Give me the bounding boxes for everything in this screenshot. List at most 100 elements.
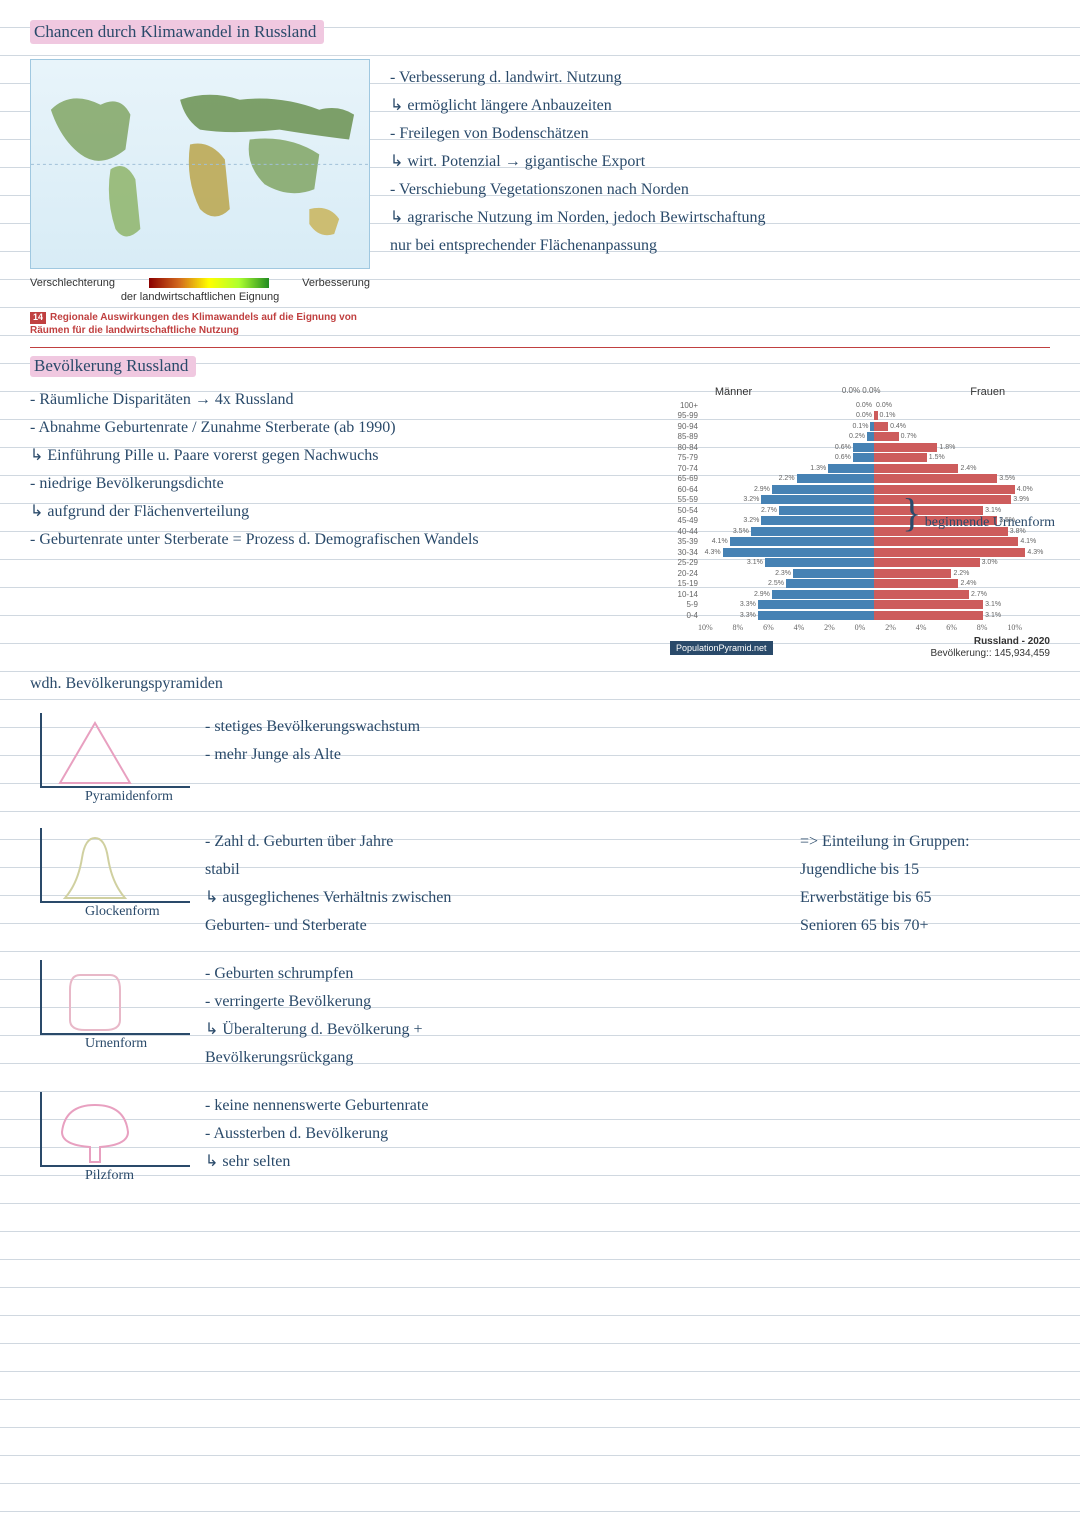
pyramid-row: 20-242.3%2.2%: [670, 568, 1050, 579]
age-label: 80-84: [670, 443, 698, 452]
shape-diagram: Pilzform: [30, 1092, 190, 1182]
pyramid-annotation: } beginnende Urnenform: [902, 501, 1055, 531]
age-label: 35-39: [670, 537, 698, 546]
age-label: 5-9: [670, 600, 698, 609]
pyramid-shapes-section: Pyramidenform - stetiges Bevölkerungswach…: [30, 713, 1050, 1187]
shape-diagram: Pyramidenform: [30, 713, 190, 803]
note-line: - Freilegen von Bodenschätzen: [390, 120, 1050, 148]
note-line: - verringerte Bevölkerung: [205, 988, 1050, 1016]
note-line: - keine nennenswerte Geburtenrate: [205, 1092, 1050, 1120]
bar-area: 2.9%4.0%: [698, 485, 1050, 494]
bar-female: [874, 611, 983, 620]
pyramid-row: 95-990.0%0.1%: [670, 411, 1050, 422]
bar-area: 2.3%2.2%: [698, 569, 1050, 578]
note-line: ↳ aufgrund der Flächenverteilung: [30, 498, 655, 526]
bar-female: [874, 537, 1018, 546]
bar-female: [874, 558, 980, 567]
pct-male: 2.9%: [754, 486, 770, 493]
pct-female: 0.1%: [880, 412, 896, 419]
bar-area: 1.3% 2.4%: [698, 464, 1050, 473]
pct-female: 1.8%: [939, 444, 955, 451]
section-divider: [30, 347, 1050, 348]
bar-female: [874, 411, 878, 420]
age-label: 15-19: [670, 579, 698, 588]
pct-male: 0.6%: [835, 444, 851, 451]
caption-text: Regionale Auswirkungen des Klimawandels …: [30, 312, 357, 336]
bar-female: [874, 422, 888, 431]
pct-male: 2.5%: [768, 580, 784, 587]
title-section-1: Chancen durch Klimawandel in Russland: [30, 20, 1050, 44]
shapes-title: wdh. Bevölkerungspyramiden: [30, 670, 1050, 698]
pct-male: 3.2%: [743, 517, 759, 524]
age-label: 100+: [670, 401, 698, 410]
pyramid-row: 90-940.1%0.4%: [670, 421, 1050, 432]
side-line: Erwerbstätige bis 65: [800, 884, 1050, 912]
bar-male: [828, 464, 874, 473]
section-population: - Räumliche Disparitäten → 4x Russland- …: [30, 386, 1050, 660]
bar-female: [874, 474, 997, 483]
note-line: Geburten- und Sterberate: [205, 912, 785, 940]
header-female: Frauen: [970, 386, 1005, 398]
bar-female: [874, 548, 1025, 557]
bar-male: [761, 495, 874, 504]
pct-male: 2.9%: [754, 591, 770, 598]
pyramid-row: 35-394.1%4.1%: [670, 537, 1050, 548]
age-label: 0-4: [670, 611, 698, 620]
bar-female: [874, 590, 969, 599]
pct-female: 0.0%: [876, 402, 892, 409]
pyramid-row: 80-84 0.6% 1.8%: [670, 442, 1050, 453]
age-label: 20-24: [670, 569, 698, 578]
age-label: 30-34: [670, 548, 698, 557]
pyramid-population: Bevölkerung:: 145,934,459: [930, 648, 1050, 660]
legend-right-label: Verbesserung: [302, 277, 370, 289]
shape-label: Pilzform: [85, 1168, 134, 1184]
pyramid-row: 65-692.2%3.5%: [670, 474, 1050, 485]
climate-notes: - Verbesserung d. landwirt. Nutzung↳ erm…: [390, 59, 1050, 337]
header-male: Männer: [715, 386, 752, 398]
bar-male: [758, 600, 874, 609]
legend-subtitle: der landwirtschaftlichen Eignung: [30, 291, 370, 303]
pct-male: 1.3%: [810, 465, 826, 472]
annotation-text: beginnende Urnenform: [925, 515, 1055, 530]
pyramid-row: 25-293.1%3.0%: [670, 558, 1050, 569]
bar-area: 2.2%3.5%: [698, 474, 1050, 483]
pct-female: 2.4%: [960, 465, 976, 472]
bar-female: [874, 600, 983, 609]
shape-row: Glockenform- Zahl d. Geburten über Jahre…: [30, 828, 1050, 940]
bar-area: 4.3%4.3%: [698, 548, 1050, 557]
pct-female: 4.1%: [1020, 538, 1036, 545]
note-line: ↳ Überalterung d. Bevölkerung +: [205, 1016, 1050, 1044]
pct-male: 4.3%: [705, 549, 721, 556]
bar-area: 0.1%0.4%: [698, 422, 1050, 431]
bar-female: [874, 485, 1015, 494]
pyramid-footer: PopulationPyramid.net Russland - 2020 Be…: [670, 636, 1050, 660]
note-line: nur bei entsprechender Flächenanpassung: [390, 232, 1050, 260]
bar-male: [853, 443, 874, 452]
age-label: 45-49: [670, 516, 698, 525]
pyramid-info: Russland - 2020 Bevölkerung:: 145,934,45…: [930, 636, 1050, 660]
pct-female: 0.7%: [901, 433, 917, 440]
xtick: 10%: [698, 623, 713, 632]
pct-male: 3.2%: [743, 496, 759, 503]
shape-row: Pilzform - keine nennenswerte Geburtenrat…: [30, 1092, 1050, 1187]
bar-female: [874, 464, 958, 473]
bar-area: 3.3%3.1%: [698, 600, 1050, 609]
pyramid-row: 0-43.3%3.1%: [670, 610, 1050, 621]
pyramid-row: 10-142.9%2.7%: [670, 589, 1050, 600]
note-line: - Geburten schrumpfen: [205, 960, 1050, 988]
shape-notes: - stetiges Bevölkerungswachstum- mehr Ju…: [205, 713, 1050, 769]
map-legend: Verschlechterung Verbesserung: [30, 277, 370, 289]
bar-female: [874, 443, 937, 452]
pct-male: 2.2%: [779, 475, 795, 482]
note-line: ↳ Einführung Pille u. Paare vorerst gege…: [30, 442, 655, 470]
xtick: 6%: [763, 623, 774, 632]
title-section-2: Bevölkerung Russland: [30, 356, 1050, 376]
note-line: - Verbesserung d. landwirt. Nutzung: [390, 64, 1050, 92]
bar-male: [723, 548, 874, 557]
side-header: => Einteilung in Gruppen:: [800, 828, 1050, 856]
page-content: Chancen durch Klimawandel in Russland Ve…: [30, 20, 1050, 1187]
xtick: 8%: [733, 623, 744, 632]
bar-area: 0.6% 1.8%: [698, 443, 1050, 452]
section-climate: Verschlechterung Verbesserung der landwi…: [30, 59, 1050, 337]
note-line: ↳ wirt. Potenzial → gigantische Export: [390, 148, 1050, 176]
